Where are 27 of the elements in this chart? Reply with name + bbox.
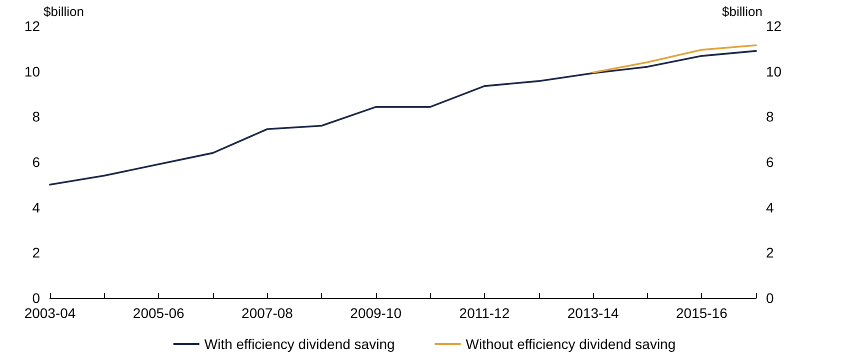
x-tick-label: 2015-16 (676, 305, 728, 321)
x-tick-label: 2013-14 (567, 305, 619, 321)
y2-tick-label: 10 (766, 63, 782, 80)
x-tick-label: 2007-08 (242, 305, 294, 321)
y-axis-title: $billion (44, 4, 84, 19)
y2-tick-label: 0 (766, 290, 774, 306)
legend-label: Without efficiency dividend saving (466, 336, 676, 352)
y-tick-label: 0 (32, 290, 40, 306)
y-tick-label: 10 (24, 63, 40, 80)
y-tick-label: 6 (32, 154, 40, 170)
x-tick-label: 2003-04 (24, 305, 76, 321)
line-series (49, 50, 757, 186)
y2-tick-label: 4 (766, 199, 774, 216)
legend-label: With efficiency dividend saving (204, 336, 395, 352)
y2-tick-label: 8 (766, 108, 774, 125)
x-tick-label: 2011-12 (459, 305, 510, 321)
line-series (592, 44, 757, 74)
y-tick-label: 8 (32, 108, 40, 125)
x-tick-label: 2009-10 (350, 305, 402, 321)
y2-tick-label: 2 (766, 244, 774, 261)
y-tick-label: 2 (32, 244, 40, 261)
y-tick-label: 4 (32, 199, 40, 216)
y2-tick-label: 12 (766, 18, 782, 34)
x-tick-label: 2005-06 (132, 305, 185, 321)
y2-axis-title: $billion (722, 4, 762, 19)
y2-tick-label: 6 (766, 154, 774, 170)
y-tick-label: 12 (24, 18, 40, 34)
